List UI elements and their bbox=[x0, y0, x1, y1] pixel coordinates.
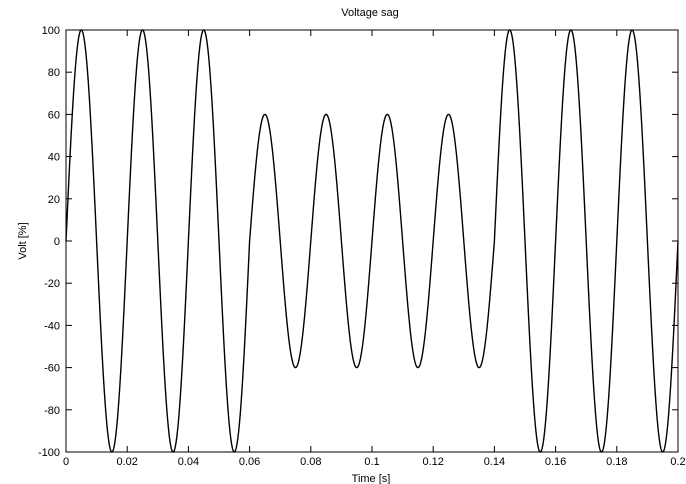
x-tick-label: 0.08 bbox=[300, 456, 321, 468]
x-tick-label: 0.04 bbox=[178, 456, 199, 468]
x-tick-label: 0.18 bbox=[606, 456, 627, 468]
y-tick-label: 0 bbox=[54, 236, 60, 248]
x-tick-label: 0.1 bbox=[364, 456, 379, 468]
y-tick-label: 80 bbox=[48, 67, 60, 79]
y-tick-label: 100 bbox=[42, 25, 60, 37]
x-tick-label: 0 bbox=[63, 456, 69, 468]
x-tick-label: 0.06 bbox=[239, 456, 260, 468]
x-tick-label: 0.02 bbox=[116, 456, 137, 468]
y-tick-label: -20 bbox=[44, 278, 60, 290]
y-tick-label: -40 bbox=[44, 320, 60, 332]
y-tick-label: -80 bbox=[44, 405, 60, 417]
x-tick-label: 0.12 bbox=[422, 456, 443, 468]
x-tick-label: 0.2 bbox=[670, 456, 685, 468]
chart-title: Voltage sag bbox=[341, 7, 399, 19]
y-tick-label: -100 bbox=[38, 447, 60, 459]
x-axis-label: Time [s] bbox=[352, 473, 391, 484]
y-tick-label: 40 bbox=[48, 152, 60, 164]
y-axis-label: Volt [%] bbox=[17, 222, 29, 259]
y-tick-label: 20 bbox=[48, 194, 60, 206]
y-tick-label: 60 bbox=[48, 109, 60, 121]
y-tick-label: -60 bbox=[44, 363, 60, 375]
x-tick-label: 0.16 bbox=[545, 456, 566, 468]
x-tick-label: 0.14 bbox=[484, 456, 505, 468]
